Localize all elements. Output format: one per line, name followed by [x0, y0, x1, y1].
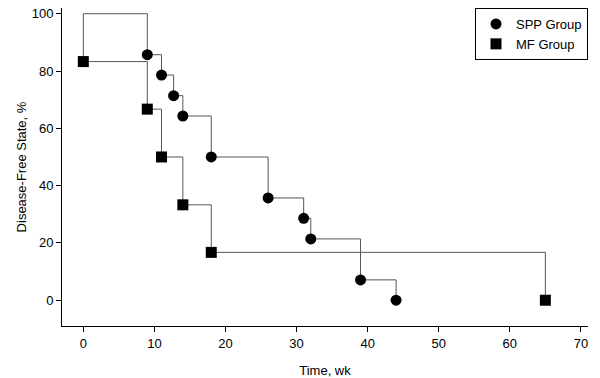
- svg-text:60: 60: [39, 121, 53, 136]
- svg-text:0: 0: [80, 336, 87, 351]
- svg-text:20: 20: [218, 336, 232, 351]
- svg-text:10: 10: [147, 336, 161, 351]
- svg-text:0: 0: [46, 293, 53, 308]
- svg-text:30: 30: [289, 336, 303, 351]
- svg-text:40: 40: [39, 178, 53, 193]
- svg-text:40: 40: [360, 336, 374, 351]
- svg-text:20: 20: [39, 235, 53, 250]
- svg-text:SPP Group: SPP Group: [516, 17, 582, 32]
- svg-text:Disease-Free State, %: Disease-Free State, %: [14, 101, 29, 232]
- svg-text:70: 70: [574, 336, 588, 351]
- svg-text:50: 50: [431, 336, 445, 351]
- svg-text:MF Group: MF Group: [516, 37, 575, 52]
- svg-text:100: 100: [32, 6, 54, 21]
- svg-text:60: 60: [503, 336, 517, 351]
- svg-text:Time, wk: Time, wk: [299, 363, 351, 378]
- svg-text:80: 80: [39, 64, 53, 79]
